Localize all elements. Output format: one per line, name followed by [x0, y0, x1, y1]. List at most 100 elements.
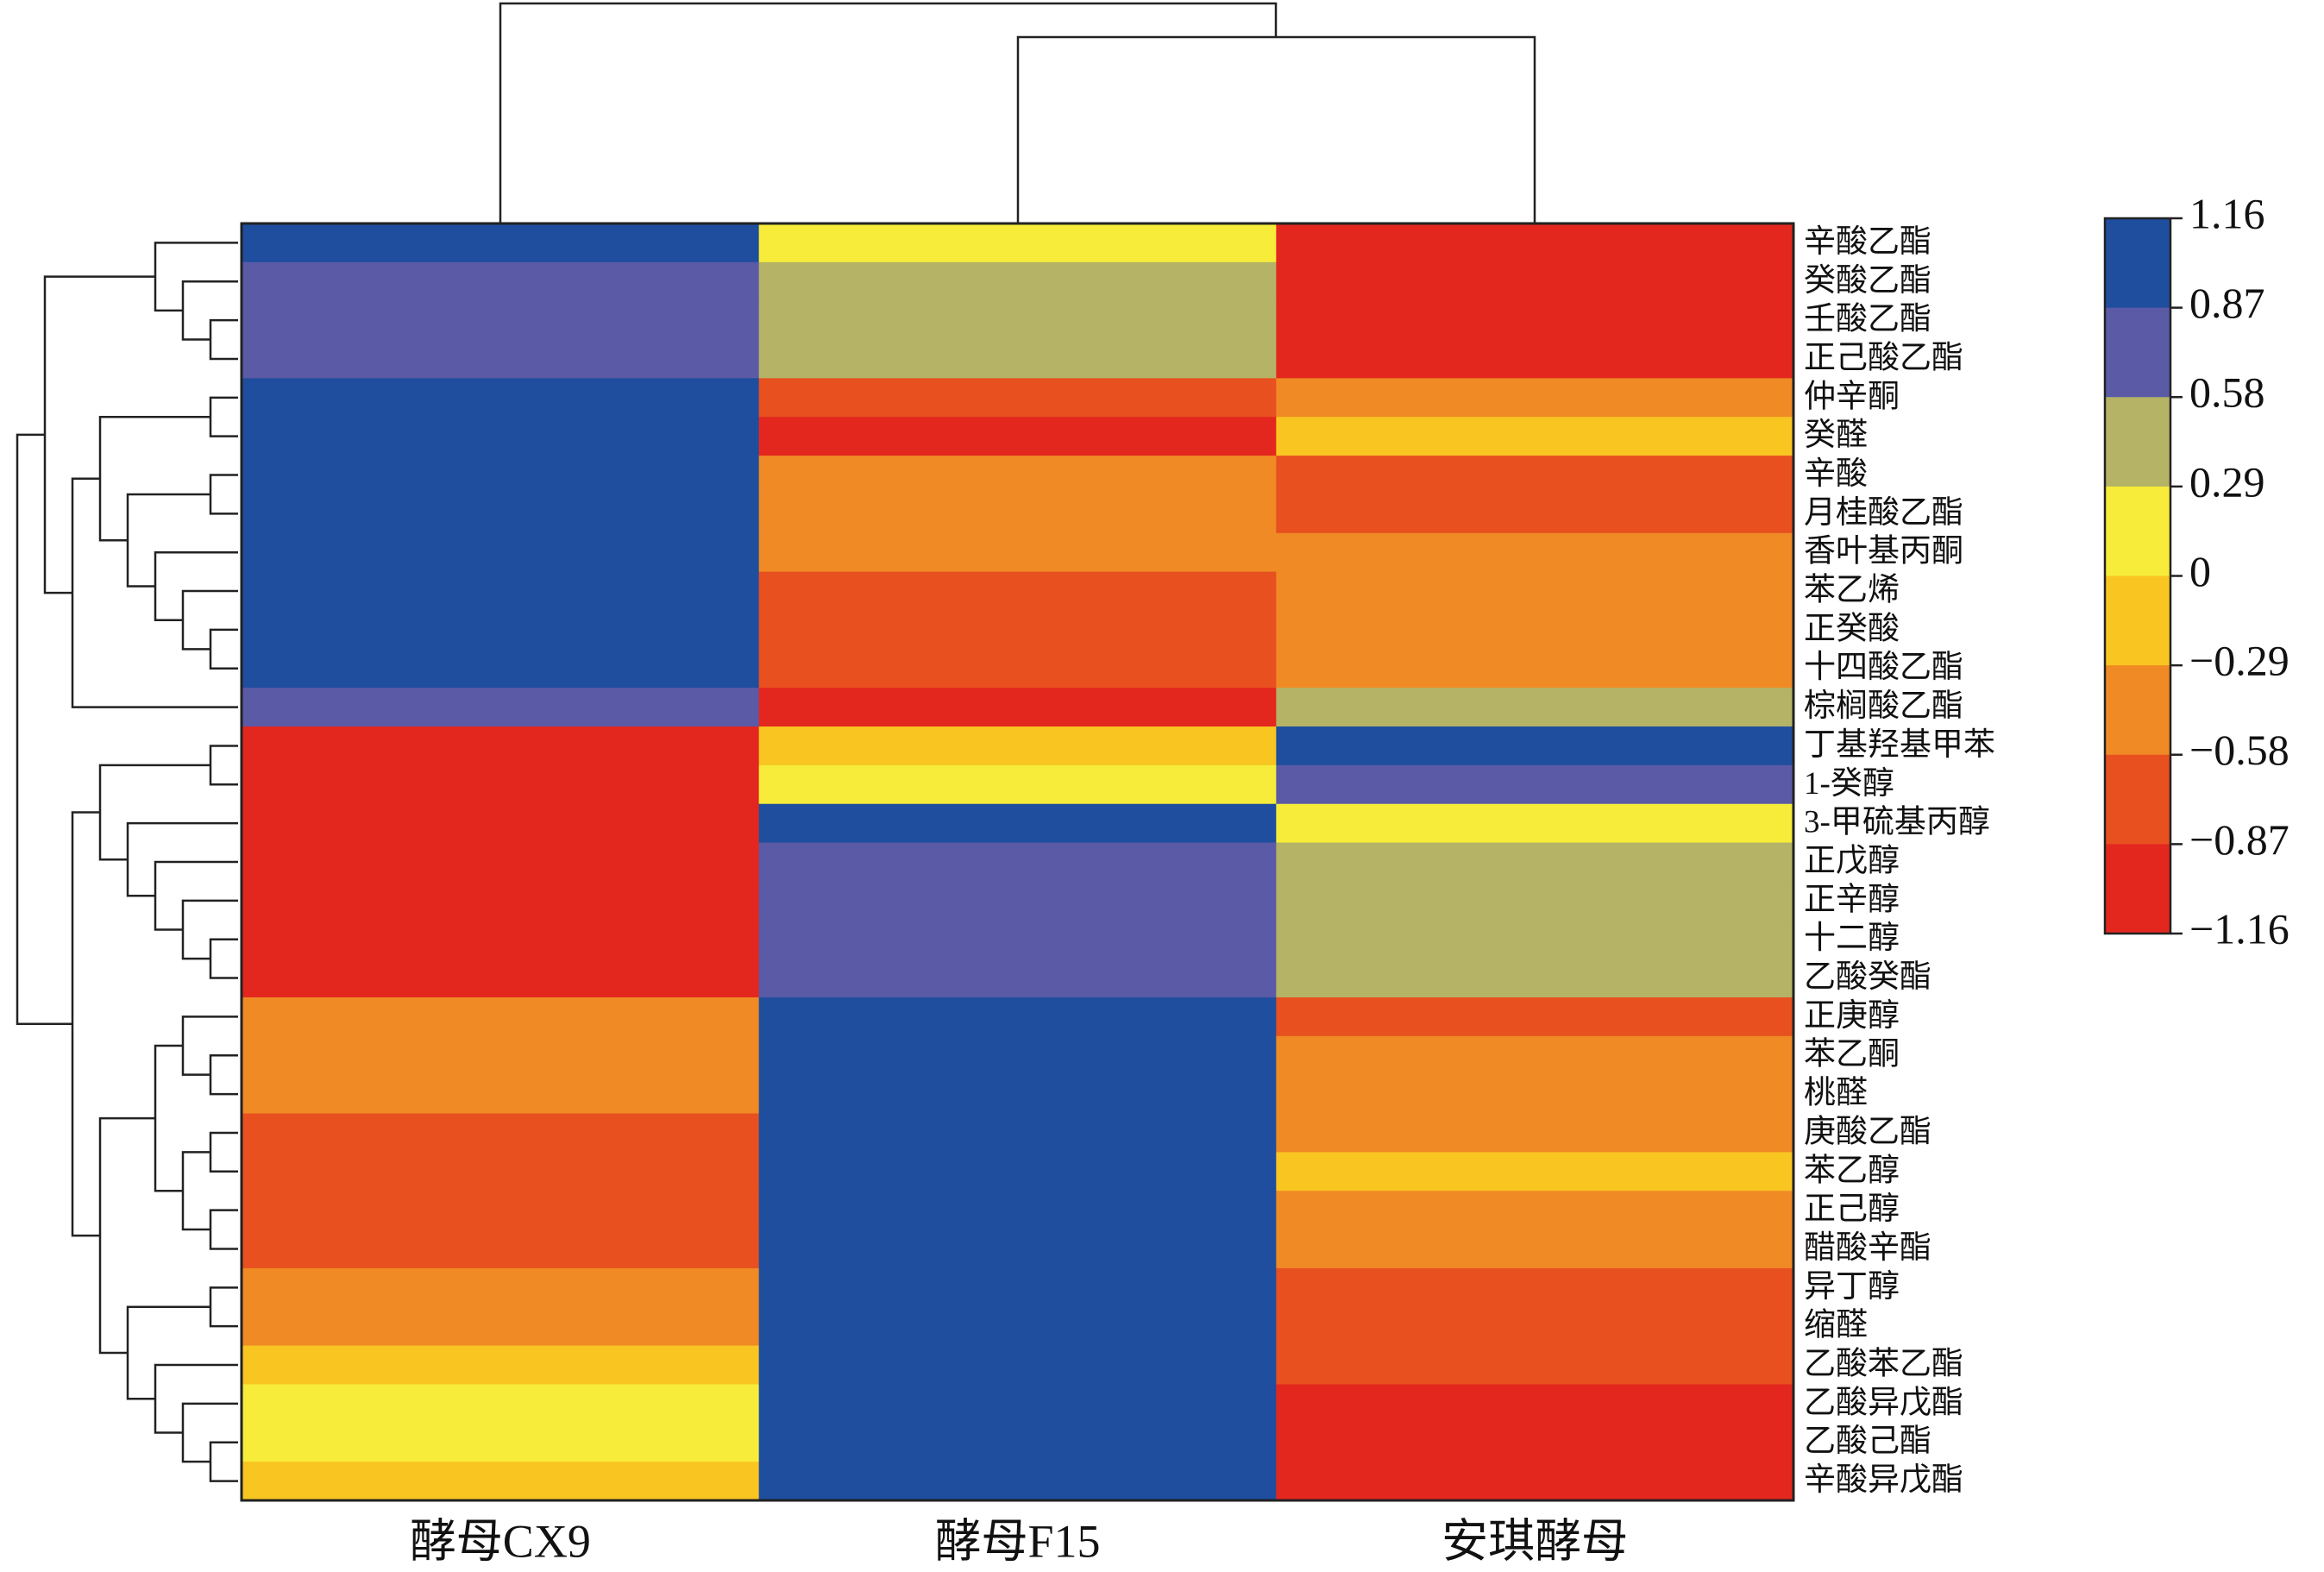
heatmap-cell	[758, 494, 1277, 534]
heatmap-cell	[242, 1423, 760, 1462]
dendrogram-branch	[126, 1305, 210, 1400]
heatmap-cell	[1276, 1384, 1794, 1424]
heatmap-cell	[1276, 261, 1794, 302]
dendrogram-branch	[209, 628, 238, 670]
colorbar-tick-label: 0.87	[2189, 279, 2265, 327]
heatmap-cell	[242, 764, 760, 805]
heatmap-cell	[758, 300, 1277, 341]
heatmap-cell	[242, 959, 760, 998]
colorbar-segment	[2105, 486, 2170, 576]
dendrogram-branch	[71, 811, 100, 1237]
heatmap-cell	[242, 1306, 760, 1347]
dendrogram-branch	[209, 1053, 238, 1096]
row-label: 苯乙酮	[1804, 1037, 1900, 1072]
heatmap-cell	[758, 1229, 1277, 1269]
dendrogram-branch	[209, 745, 238, 786]
row-label: 癸酸乙酯	[1804, 262, 1931, 299]
heatmap-cell	[242, 1229, 760, 1269]
row-label: 正己醇	[1804, 1191, 1900, 1227]
row-label: 缩醛	[1804, 1307, 1868, 1343]
heatmap-cell	[758, 688, 1277, 727]
heatmap-cell	[242, 1074, 760, 1115]
heatmap-cell	[1276, 1306, 1794, 1347]
column-label: 酵母CX9	[410, 1515, 591, 1567]
heatmap-cell	[242, 532, 760, 573]
heatmap-cell	[1276, 1229, 1794, 1269]
heatmap-cell	[758, 1306, 1277, 1347]
heatmap-cell	[1276, 881, 1794, 921]
heatmap-cell	[1276, 300, 1794, 341]
dendrogram-branch	[209, 1131, 238, 1173]
heatmap-cell	[758, 959, 1277, 998]
heatmap-cell	[1276, 339, 1794, 379]
heatmap-cell	[1276, 417, 1794, 456]
row-label: 癸醛	[1804, 417, 1868, 453]
row-label: 棕榈酸乙酯	[1804, 688, 1963, 724]
heatmap-cell	[1276, 378, 1794, 418]
heatmap-cell	[1276, 1035, 1794, 1076]
dendrogram-branch	[154, 1044, 183, 1192]
heatmap-cell	[758, 1384, 1277, 1424]
heatmap-cell	[242, 1035, 760, 1076]
heatmap-cell	[1276, 726, 1794, 766]
row-label: 醋酸辛酯	[1804, 1229, 1931, 1266]
row-label: 壬酸乙酯	[1804, 302, 1931, 337]
heatmap-cell	[758, 1113, 1277, 1153]
heatmap-cell	[242, 1345, 760, 1385]
heatmap-cell	[758, 417, 1277, 456]
dendrogram-branch	[154, 242, 238, 312]
heatmap-cell	[1276, 649, 1794, 689]
heatmap-cell	[758, 261, 1277, 302]
colorbar-segment	[2105, 665, 2170, 756]
row-label: 乙酸癸酯	[1804, 959, 1931, 995]
row-label: 香叶基丙酮	[1804, 534, 1963, 569]
heatmap-cell	[242, 610, 760, 650]
heatmap-cell	[1276, 610, 1794, 650]
row-label: 月桂酸乙酯	[1804, 495, 1963, 531]
colorbar-tick-label: 1.16	[2189, 189, 2265, 237]
heatmap-cell	[242, 842, 760, 882]
heatmap-cell	[242, 1462, 760, 1501]
heatmap-cell	[242, 997, 760, 1037]
row-label: 正庚醇	[1804, 997, 1900, 1034]
heatmap-cell	[242, 1384, 760, 1424]
heatmap-cell	[242, 649, 760, 689]
dendrogram-branch	[154, 550, 238, 621]
dendrogram-branch	[209, 474, 238, 515]
dendrogram-branch	[209, 396, 238, 437]
heatmap-cell	[1276, 1191, 1794, 1230]
heatmap-cell	[758, 1035, 1277, 1076]
heatmap-cell	[242, 261, 760, 302]
dendrogram-branch	[126, 821, 238, 897]
heatmap-cell	[1276, 1074, 1794, 1115]
heatmap-cell	[758, 1267, 1277, 1308]
heatmap-cell	[242, 1191, 760, 1230]
heatmap-cell	[758, 1423, 1277, 1462]
row-label: 辛酸异戊酯	[1804, 1462, 1963, 1498]
heatmap-cell	[758, 920, 1277, 959]
heatmap-cell	[1276, 456, 1794, 495]
row-label: 辛酸乙酯	[1804, 223, 1931, 260]
colorbar-tick-label: −0.29	[2189, 637, 2289, 685]
row-label: 庚酸乙酯	[1804, 1113, 1931, 1149]
heatmap-cell	[758, 803, 1277, 844]
heatmap-cell	[1276, 571, 1794, 611]
heatmap-cell	[1276, 920, 1794, 959]
column-label: 安琪酵母	[1442, 1515, 1628, 1567]
heatmap-cell	[758, 881, 1277, 921]
heatmap-cell	[242, 688, 760, 727]
row-label: 正辛醇	[1804, 881, 1900, 917]
colorbar-segment	[2105, 575, 2170, 666]
heatmap-cell	[1276, 1462, 1794, 1501]
colorbar-tick-label: −0.87	[2189, 815, 2289, 864]
heatmap-cell	[758, 456, 1277, 495]
dendrogram-branch	[126, 493, 210, 588]
colorbar-tick-label: 0.58	[2189, 368, 2265, 417]
heatmap-cell	[1276, 959, 1794, 998]
dendrogram-branch	[154, 1363, 238, 1434]
row-label: 异丁醇	[1804, 1268, 1900, 1305]
dendrogram-branch	[209, 1286, 238, 1328]
row-label: 乙酸异戊酯	[1804, 1385, 1963, 1420]
row-label: 辛酸	[1804, 456, 1868, 492]
colorbar-segment	[2105, 307, 2170, 398]
